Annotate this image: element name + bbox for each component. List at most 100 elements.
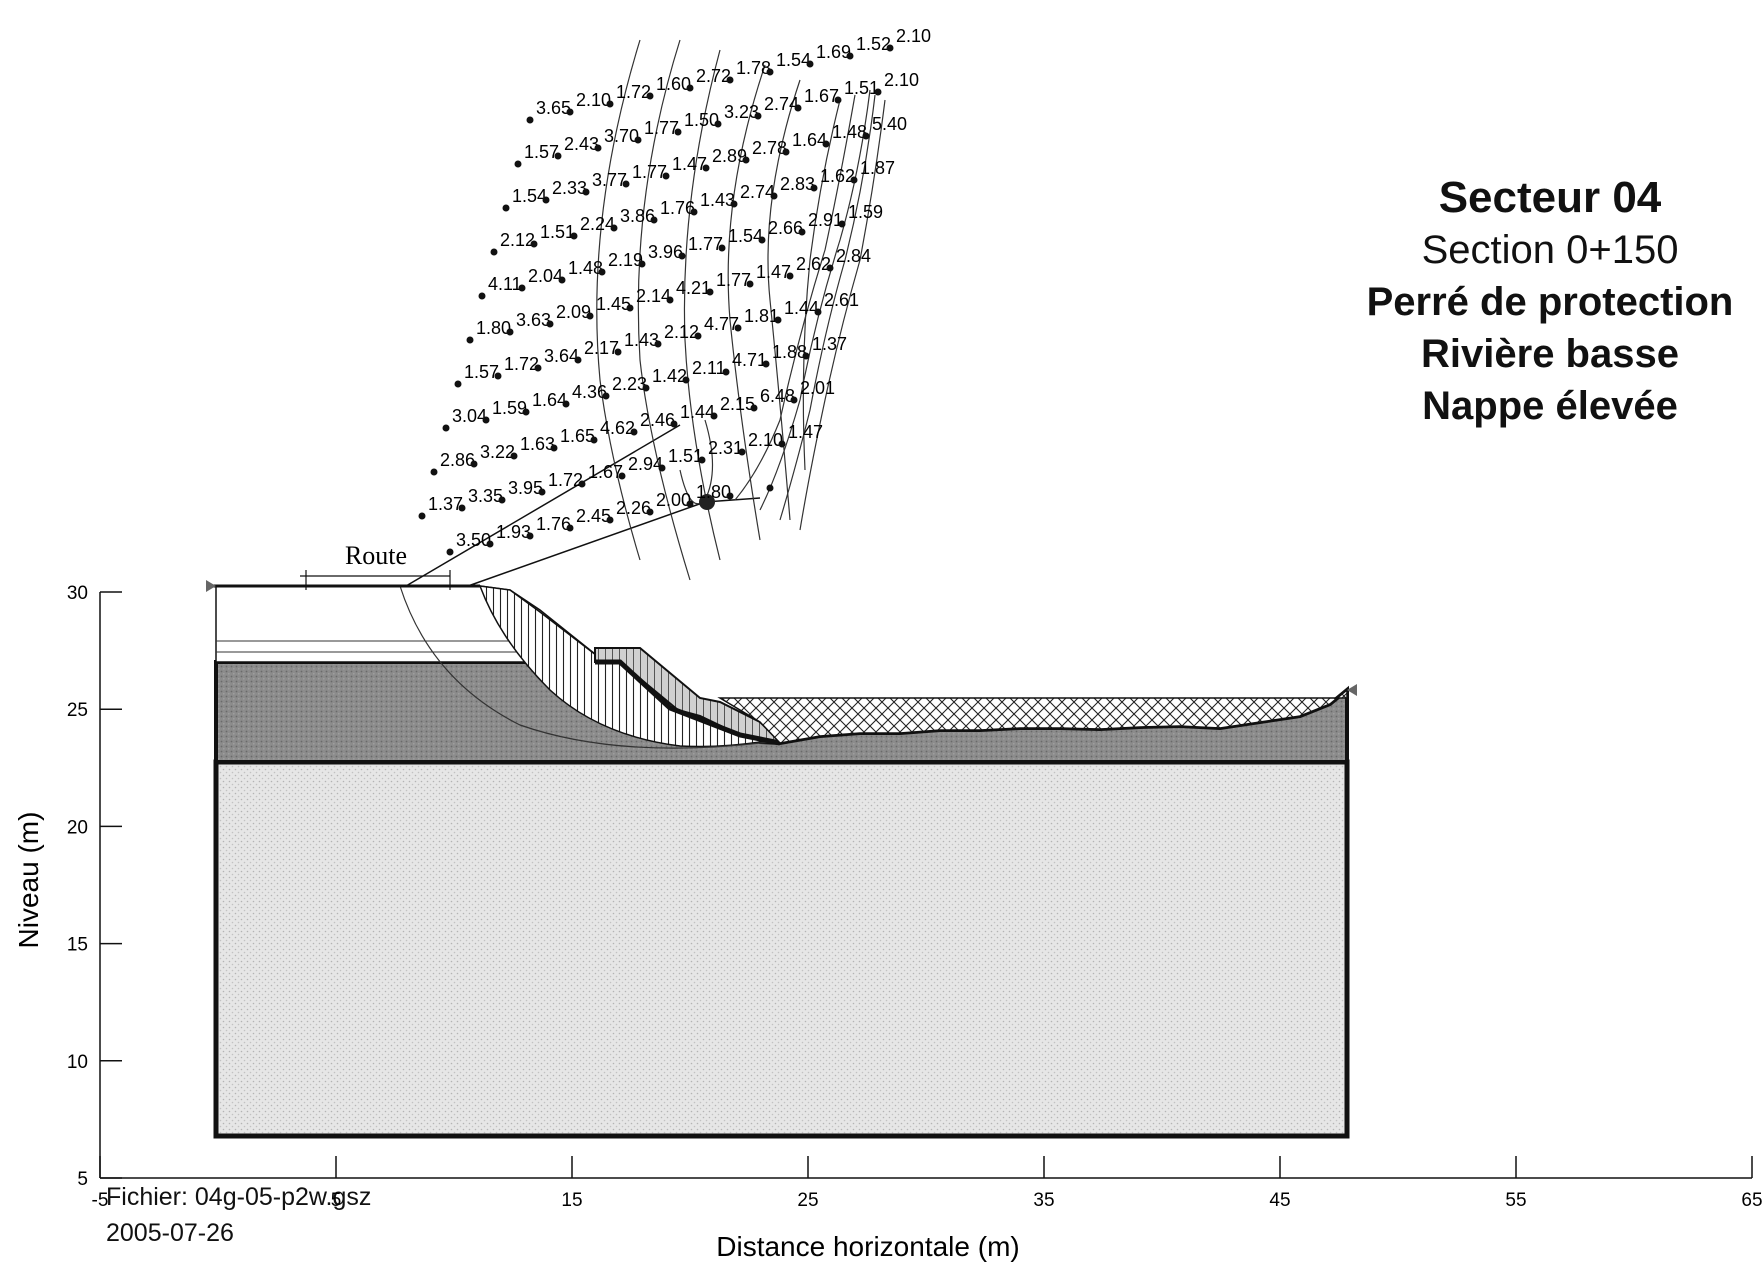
y-tick-label: 15: [67, 935, 88, 956]
grid-point: [518, 284, 526, 292]
safety-factor-label: 4.71: [732, 350, 767, 370]
grid-point: [782, 148, 790, 156]
grid-point: [530, 240, 538, 248]
grid-point: [874, 88, 882, 96]
grid-point: [774, 316, 782, 324]
safety-factor-label: 1.78: [736, 58, 771, 78]
safety-factor-label: 1.45: [596, 294, 631, 314]
grid-point: [482, 416, 490, 424]
grid-point: [626, 304, 634, 312]
safety-factor-label: 2.17: [584, 338, 619, 358]
x-tick-label: 35: [1033, 1190, 1054, 1211]
grid-point: [806, 60, 814, 68]
safety-factor-label: 1.63: [520, 434, 555, 454]
safety-factor-label: 1.54: [512, 186, 547, 206]
safety-factor-label: 2.10: [748, 430, 783, 450]
grid-point: [446, 548, 454, 556]
safety-factor-label: 2.89: [712, 146, 747, 166]
grid-point: [766, 484, 774, 492]
safety-factor-label: 2.11: [692, 358, 726, 378]
grid-point: [794, 104, 802, 112]
safety-factor-label: 2.94: [628, 454, 663, 474]
grid-point: [798, 228, 806, 236]
safety-factor-label: 1.47: [788, 422, 823, 442]
grid-point: [542, 196, 550, 204]
grid-point: [714, 120, 722, 128]
safety-factor-label: 1.64: [532, 390, 567, 410]
safety-factor-label: 1.43: [700, 190, 735, 210]
critical-centre-marker: [699, 494, 715, 510]
grid-point: [610, 224, 618, 232]
safety-factor-label: 2.01: [800, 378, 835, 398]
grid-point: [670, 420, 678, 428]
safety-factor-label: 1.50: [684, 110, 719, 130]
safety-factor-label: 1.77: [716, 270, 751, 290]
safety-factor-label: 1.47: [672, 154, 707, 174]
safety-factor-label: 2.09: [556, 302, 591, 322]
grid-point: [418, 512, 426, 520]
grid-point: [666, 296, 674, 304]
grid-point: [658, 464, 666, 472]
safety-factor-label: 1.87: [860, 158, 895, 178]
safety-factor-label: 2.84: [836, 246, 871, 266]
grid-point: [566, 524, 574, 532]
foundation-layer: [213, 759, 1350, 1139]
safety-factor-label: 2.04: [528, 266, 563, 286]
safety-factor-label: 2.43: [564, 134, 599, 154]
grid-point: [682, 376, 690, 384]
safety-factor-label: 1.76: [536, 514, 571, 534]
grid-point: [490, 248, 498, 256]
grid-point: [838, 220, 846, 228]
grid-point: [686, 500, 694, 508]
grid-point: [514, 160, 522, 168]
grid-point: [814, 308, 822, 316]
grid-point: [594, 144, 602, 152]
safety-factor-label: 2.74: [740, 182, 775, 202]
grid-point: [502, 204, 510, 212]
grid-point: [758, 236, 766, 244]
x-tick-label: -5: [92, 1190, 109, 1211]
safety-factor-label: 1.80: [696, 482, 731, 502]
grid-point: [710, 412, 718, 420]
safety-factor-label: 3.04: [452, 406, 487, 426]
safety-factor-label: 2.19: [608, 250, 643, 270]
safety-factor-label: 1.77: [644, 118, 679, 138]
grid-point: [746, 280, 754, 288]
grid-point: [754, 112, 762, 120]
grid-point: [526, 116, 534, 124]
safety-factor-label: 2.86: [440, 450, 475, 470]
safety-factor-label: 2.26: [616, 498, 651, 518]
grid-point: [766, 68, 774, 76]
grid-point: [590, 436, 598, 444]
grid-point: [722, 368, 730, 376]
grid-point: [478, 292, 486, 300]
safety-factor-label: 5.40: [872, 114, 907, 134]
safety-factor-label: 2.14: [636, 286, 671, 306]
grid-point: [770, 192, 778, 200]
safety-factor-label: 3.22: [480, 442, 515, 462]
safety-factor-label: 1.47: [756, 262, 791, 282]
y-tick-label: 20: [67, 817, 88, 838]
safety-factor-label: 1.93: [496, 522, 531, 542]
safety-factor-label: 3.64: [544, 346, 579, 366]
x-tick-label: 55: [1505, 1190, 1526, 1211]
grid-point: [430, 468, 438, 476]
grid-point: [730, 200, 738, 208]
safety-factor-label: 2.33: [552, 178, 587, 198]
x-tick-label: 45: [1269, 1190, 1290, 1211]
grid-point: [718, 244, 726, 252]
safety-factor-label: 1.80: [476, 318, 511, 338]
safety-factor-label: 2.12: [664, 322, 699, 342]
grid-point: [458, 504, 466, 512]
safety-factor-label: 1.57: [464, 362, 499, 382]
grid-point: [686, 84, 694, 92]
safety-factor-label: 3.23: [724, 102, 759, 122]
grid-point: [702, 164, 710, 172]
safety-factor-label: 1.48: [832, 122, 867, 142]
grid-point: [582, 188, 590, 196]
safety-factor-label: 1.59: [848, 202, 883, 222]
river-condition: Rivière basse: [1421, 332, 1679, 376]
grid-point: [498, 496, 506, 504]
grid-point: [706, 288, 714, 296]
grid-point: [638, 260, 646, 268]
